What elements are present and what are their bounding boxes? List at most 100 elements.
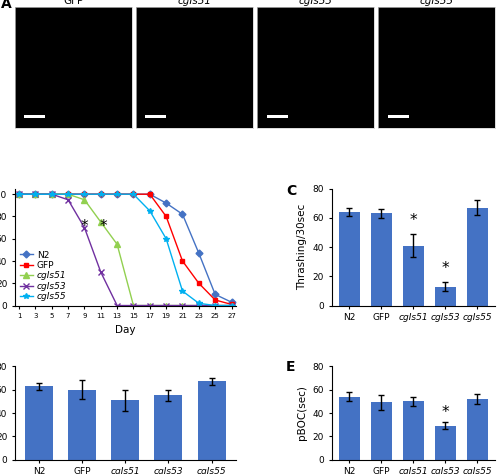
Title: cgIs53: cgIs53: [298, 0, 332, 6]
cgIs51: [147, 303, 153, 309]
cgIs53: [228, 303, 234, 309]
Bar: [154, 395, 182, 460]
cgIs51: [130, 303, 136, 309]
GFP: [98, 191, 104, 197]
cgIs53: [98, 269, 104, 275]
cgIs51: [212, 303, 218, 309]
cgIs55: [49, 191, 55, 197]
Bar: [112, 400, 140, 460]
cgIs55: [98, 191, 104, 197]
Title: cgIs55: cgIs55: [420, 0, 454, 6]
cgIs55: [228, 303, 234, 309]
Bar: [25, 386, 53, 460]
N2: [147, 191, 153, 197]
FancyBboxPatch shape: [266, 115, 287, 118]
cgIs51: [49, 191, 55, 197]
Legend: N2, GFP, cgIs51, cgIs53, cgIs55: N2, GFP, cgIs51, cgIs53, cgIs55: [20, 251, 66, 301]
FancyBboxPatch shape: [146, 115, 167, 118]
Bar: [339, 212, 360, 306]
Bar: [68, 390, 96, 460]
Text: C: C: [286, 184, 296, 198]
Line: cgIs51: cgIs51: [16, 191, 234, 308]
Line: cgIs55: cgIs55: [16, 191, 234, 308]
cgIs53: [82, 225, 87, 230]
cgIs53: [130, 303, 136, 309]
Text: *: *: [99, 219, 107, 234]
FancyBboxPatch shape: [24, 115, 46, 118]
cgIs53: [196, 303, 202, 309]
GFP: [82, 191, 87, 197]
GFP: [130, 191, 136, 197]
cgIs55: [114, 191, 120, 197]
GFP: [65, 191, 71, 197]
N2: [212, 292, 218, 297]
cgIs51: [180, 303, 186, 309]
GFP: [32, 191, 38, 197]
cgIs51: [163, 303, 169, 309]
Text: A: A: [1, 0, 12, 11]
N2: [196, 250, 202, 256]
cgIs55: [65, 191, 71, 197]
cgIs51: [114, 241, 120, 247]
Title: GFP: GFP: [63, 0, 84, 6]
cgIs55: [147, 208, 153, 214]
Line: GFP: GFP: [16, 192, 234, 307]
Bar: [198, 382, 226, 460]
Y-axis label: Thrashing/30sec: Thrashing/30sec: [297, 204, 307, 290]
Text: *: *: [442, 405, 449, 420]
cgIs53: [180, 303, 186, 309]
GFP: [163, 214, 169, 219]
cgIs53: [16, 191, 22, 197]
cgIs53: [147, 303, 153, 309]
GFP: [147, 191, 153, 197]
Bar: [371, 402, 392, 460]
N2: [16, 191, 22, 197]
N2: [49, 191, 55, 197]
Bar: [467, 399, 487, 460]
GFP: [49, 191, 55, 197]
Text: *: *: [442, 261, 449, 276]
Text: E: E: [286, 360, 296, 374]
X-axis label: Day: Day: [115, 325, 136, 335]
cgIs53: [32, 191, 38, 197]
Bar: [435, 287, 456, 306]
Bar: [435, 426, 456, 460]
cgIs55: [196, 301, 202, 306]
GFP: [180, 258, 186, 264]
GFP: [114, 191, 120, 197]
Line: cgIs53: cgIs53: [16, 191, 235, 309]
cgIs55: [32, 191, 38, 197]
FancyBboxPatch shape: [388, 115, 409, 118]
cgIs55: [82, 191, 87, 197]
cgIs53: [49, 191, 55, 197]
GFP: [212, 297, 218, 303]
cgIs53: [114, 303, 120, 309]
cgIs51: [16, 191, 22, 197]
N2: [130, 191, 136, 197]
N2: [180, 211, 186, 217]
N2: [82, 191, 87, 197]
cgIs51: [82, 197, 87, 202]
N2: [65, 191, 71, 197]
Line: N2: N2: [16, 192, 234, 305]
N2: [114, 191, 120, 197]
cgIs55: [16, 191, 22, 197]
Y-axis label: pBOC(sec): pBOC(sec): [297, 385, 307, 440]
GFP: [16, 191, 22, 197]
cgIs55: [130, 191, 136, 197]
N2: [228, 300, 234, 305]
cgIs55: [212, 303, 218, 309]
cgIs53: [65, 197, 71, 202]
Title: cgIs51: cgIs51: [178, 0, 212, 6]
cgIs51: [32, 191, 38, 197]
cgIs55: [163, 236, 169, 242]
cgIs51: [228, 303, 234, 309]
N2: [32, 191, 38, 197]
Text: *: *: [410, 213, 417, 228]
Text: *: *: [80, 219, 88, 234]
Bar: [339, 397, 360, 460]
cgIs53: [212, 303, 218, 309]
cgIs51: [196, 303, 202, 309]
cgIs51: [65, 191, 71, 197]
cgIs53: [163, 303, 169, 309]
